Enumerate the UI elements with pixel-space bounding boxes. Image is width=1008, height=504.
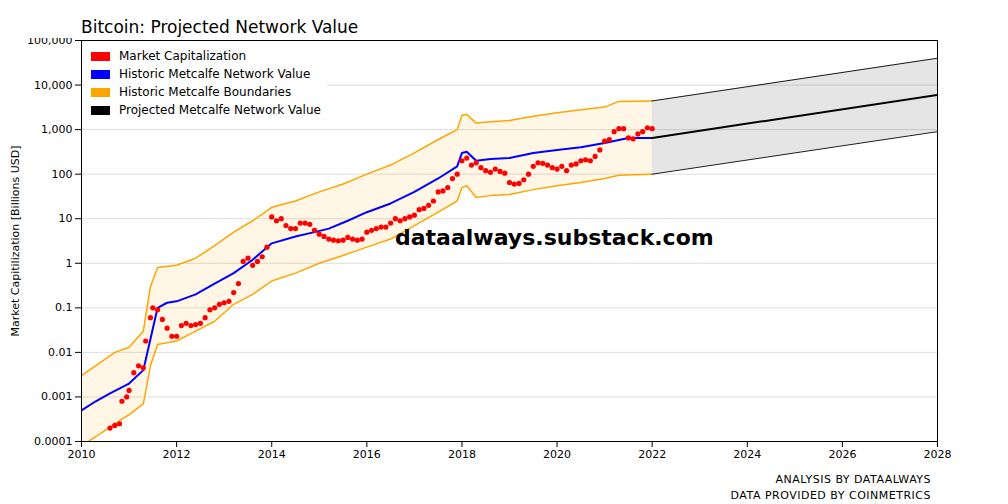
svg-text:2020: 2020	[543, 448, 571, 461]
svg-text:2028: 2028	[924, 448, 952, 461]
html-text:dataalways.substack.com: dataalways.substack.com	[395, 225, 714, 250]
svg-text:10: 10	[59, 212, 73, 225]
svg-text:2018: 2018	[448, 448, 476, 461]
html-text:Market Capitalization: Market Capitalization	[119, 49, 247, 63]
svg-text:0.001: 0.001	[41, 390, 73, 403]
svg-text:0.01: 0.01	[48, 346, 73, 359]
svg-text:2022: 2022	[638, 448, 666, 461]
svg-text:2016: 2016	[353, 448, 381, 461]
svg-text:2012: 2012	[163, 448, 191, 461]
svg-text:Market Capitilization [Billion: Market Capitilization [Billions USD]	[9, 145, 22, 336]
svg-text:10,000: 10,000	[34, 79, 73, 92]
svg-text:0.0001: 0.0001	[34, 435, 73, 448]
html-text:DATA PROVIDED BY COINMETRICS: DATA PROVIDED BY COINMETRICS	[730, 489, 931, 502]
svg-text:1,000: 1,000	[41, 123, 73, 136]
svg-text:100: 100	[52, 168, 73, 181]
html-text:Historic Metcalfe Boundaries: Historic Metcalfe Boundaries	[119, 85, 292, 99]
html-text:Bitcoin: Projected Network Val: Bitcoin: Projected Network Value	[81, 17, 359, 37]
svg-text:2010: 2010	[68, 448, 96, 461]
svg-text:2024: 2024	[733, 448, 761, 461]
svg-text:2014: 2014	[258, 448, 286, 461]
html-text:Projected Metcalfe Network Val: Projected Metcalfe Network Value	[119, 103, 321, 117]
svg-text:100,000: 100,000	[27, 38, 73, 47]
svg-text:1: 1	[66, 257, 73, 270]
html-text:Historic Metcalfe Network Valu: Historic Metcalfe Network Value	[119, 67, 311, 81]
html-text:ANALYSIS BY DATAALWAYS: ANALYSIS BY DATAALWAYS	[775, 473, 931, 486]
svg-text:0.1: 0.1	[55, 301, 73, 314]
svg-text:2026: 2026	[828, 448, 856, 461]
